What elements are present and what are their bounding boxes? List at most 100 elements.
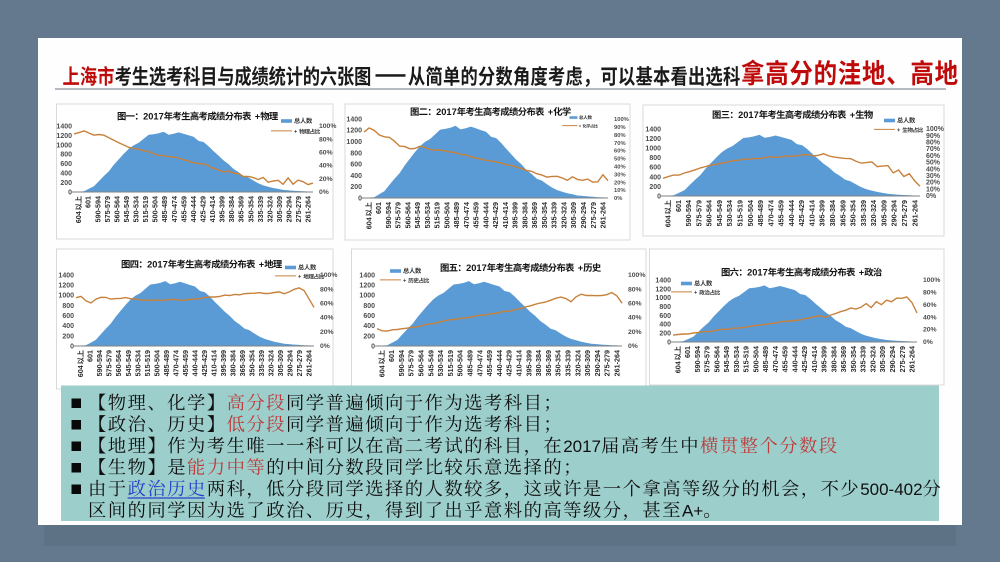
svg-text:+: +	[255, 112, 261, 122]
svg-text:305-309: 305-309	[276, 350, 285, 376]
svg-text:0: 0	[70, 343, 74, 350]
svg-text:305-309: 305-309	[583, 350, 592, 376]
svg-text:+: +	[578, 263, 584, 273]
svg-text:400: 400	[350, 173, 362, 180]
svg-text:275-279: 275-279	[898, 346, 907, 372]
svg-text:2017: 2017	[466, 263, 487, 273]
svg-text:500-504: 500-504	[751, 346, 760, 372]
svg-text:604: 604	[76, 365, 85, 377]
svg-text:335-339: 335-339	[550, 202, 559, 228]
svg-text:545-549: 545-549	[122, 196, 131, 222]
svg-text:485-489: 485-489	[160, 196, 169, 222]
svg-text:320-324: 320-324	[869, 200, 878, 226]
svg-text:50%: 50%	[926, 160, 941, 167]
svg-text:365-369: 365-369	[544, 350, 553, 376]
svg-text:290-294: 290-294	[593, 350, 602, 376]
svg-text:365-369: 365-369	[238, 350, 247, 376]
svg-text:601: 601	[387, 350, 396, 362]
svg-text:0%: 0%	[614, 196, 622, 202]
svg-text:100%: 100%	[320, 272, 337, 279]
svg-text:305-309: 305-309	[569, 202, 578, 228]
svg-text:275-279: 275-279	[589, 202, 598, 228]
svg-text:+: +	[850, 110, 856, 120]
svg-text:261-264: 261-264	[908, 346, 917, 372]
svg-text:500-504: 500-504	[746, 200, 755, 226]
svg-text:90%: 90%	[614, 125, 626, 131]
svg-text:400: 400	[60, 171, 72, 178]
svg-text:1000: 1000	[58, 293, 74, 300]
svg-text:1400: 1400	[56, 123, 72, 130]
svg-text:350-354: 350-354	[849, 200, 858, 226]
svg-text:0%: 0%	[628, 343, 638, 350]
svg-text:575-579: 575-579	[703, 346, 712, 372]
svg-text:50%: 50%	[614, 157, 626, 163]
svg-text:1000: 1000	[655, 295, 671, 302]
svg-text:600: 600	[350, 162, 362, 169]
svg-text:600: 600	[659, 313, 671, 320]
svg-text:0: 0	[68, 189, 72, 196]
svg-text:+: +	[859, 268, 865, 278]
svg-text:+: +	[548, 107, 554, 117]
svg-text:30%: 30%	[926, 173, 941, 180]
svg-text:200: 200	[649, 184, 661, 191]
svg-text:600: 600	[60, 161, 72, 168]
svg-text:1000: 1000	[56, 142, 72, 149]
svg-text:500-402: 500-402	[860, 480, 922, 499]
svg-text:470-474: 470-474	[171, 350, 180, 376]
svg-text:604: 604	[364, 217, 373, 229]
svg-text:440-444: 440-444	[790, 346, 799, 372]
svg-text:470-474: 470-474	[475, 350, 484, 376]
svg-text:410-414: 410-414	[808, 200, 817, 226]
svg-text:470-474: 470-474	[766, 200, 775, 226]
svg-text:560-564: 560-564	[403, 202, 412, 228]
svg-text:80%: 80%	[628, 286, 642, 293]
svg-text:380-384: 380-384	[227, 196, 236, 222]
svg-text:10%: 10%	[926, 186, 941, 193]
svg-text:1400: 1400	[58, 272, 74, 279]
svg-text:425-429: 425-429	[800, 346, 809, 372]
svg-text:560-564: 560-564	[417, 350, 426, 376]
svg-text:425-429: 425-429	[797, 200, 806, 226]
svg-text:20%: 20%	[320, 329, 334, 336]
svg-text:0%: 0%	[320, 343, 330, 350]
svg-text:395-399: 395-399	[219, 350, 228, 376]
svg-text:515-519: 515-519	[736, 200, 745, 226]
svg-text:515-519: 515-519	[446, 350, 455, 376]
svg-text:0%: 0%	[923, 339, 933, 346]
svg-text:410-414: 410-414	[810, 346, 819, 372]
svg-text:600: 600	[649, 165, 661, 172]
svg-text:1200: 1200	[56, 133, 72, 140]
svg-text:90%: 90%	[926, 133, 941, 140]
svg-text:1000: 1000	[645, 146, 661, 153]
svg-text:500-504: 500-504	[442, 202, 451, 228]
svg-text:320-324: 320-324	[265, 196, 274, 222]
svg-text:290-294: 290-294	[285, 196, 294, 222]
svg-text:545-549: 545-549	[722, 346, 731, 372]
svg-text:800: 800	[62, 303, 74, 310]
svg-text:410-414: 410-414	[208, 196, 217, 222]
svg-text:440-444: 440-444	[495, 350, 504, 376]
svg-text:440-444: 440-444	[787, 200, 796, 226]
svg-text:350-354: 350-354	[540, 202, 549, 228]
svg-text:530-534: 530-534	[423, 202, 432, 228]
svg-text:40%: 40%	[923, 314, 937, 321]
svg-text:560-564: 560-564	[112, 196, 121, 222]
svg-text:485-489: 485-489	[452, 202, 461, 228]
svg-text:590-594: 590-594	[95, 350, 104, 376]
svg-text:350-354: 350-354	[849, 346, 858, 372]
svg-text:100%: 100%	[926, 126, 945, 133]
svg-text:440-444: 440-444	[189, 196, 198, 222]
svg-text:40%: 40%	[614, 165, 626, 171]
svg-text:80%: 80%	[320, 286, 334, 293]
svg-text:380-384: 380-384	[520, 202, 529, 228]
svg-text:1000: 1000	[346, 139, 362, 146]
svg-text:530-534: 530-534	[732, 346, 741, 372]
svg-text:100%: 100%	[319, 123, 336, 130]
svg-text:80%: 80%	[926, 140, 941, 147]
svg-text:600: 600	[62, 313, 74, 320]
svg-text:0: 0	[371, 343, 375, 350]
svg-text:1000: 1000	[359, 293, 375, 300]
svg-text:395-399: 395-399	[511, 202, 520, 228]
svg-text:320-324: 320-324	[267, 350, 276, 376]
svg-text:800: 800	[60, 152, 72, 159]
